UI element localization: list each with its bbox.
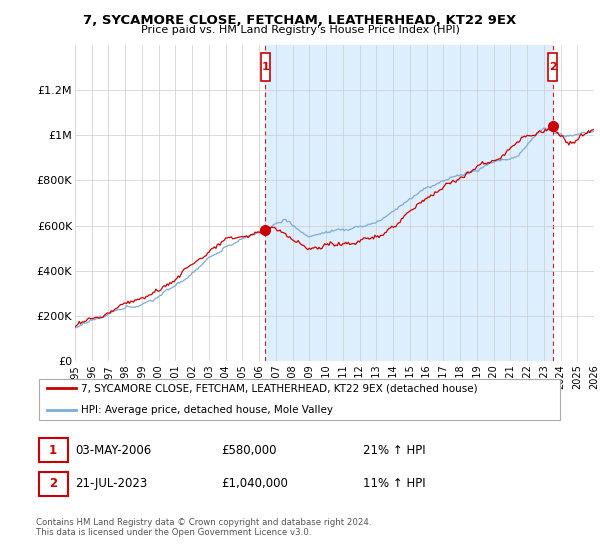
Text: 21% ↑ HPI: 21% ↑ HPI <box>364 444 426 456</box>
Text: HPI: Average price, detached house, Mole Valley: HPI: Average price, detached house, Mole… <box>81 405 333 415</box>
Text: 21-JUL-2023: 21-JUL-2023 <box>76 477 148 490</box>
Text: 2: 2 <box>549 62 557 72</box>
Text: 2: 2 <box>49 477 57 490</box>
Text: 03-MAY-2006: 03-MAY-2006 <box>76 444 152 456</box>
FancyBboxPatch shape <box>548 53 557 81</box>
Text: Contains HM Land Registry data © Crown copyright and database right 2024.
This d: Contains HM Land Registry data © Crown c… <box>36 518 371 538</box>
Text: 1: 1 <box>262 62 269 72</box>
Text: £1,040,000: £1,040,000 <box>221 477 287 490</box>
FancyBboxPatch shape <box>38 472 68 496</box>
FancyBboxPatch shape <box>261 53 270 81</box>
Text: 1: 1 <box>49 444 57 456</box>
Text: 11% ↑ HPI: 11% ↑ HPI <box>364 477 426 490</box>
Text: £580,000: £580,000 <box>221 444 276 456</box>
Text: 7, SYCAMORE CLOSE, FETCHAM, LEATHERHEAD, KT22 9EX: 7, SYCAMORE CLOSE, FETCHAM, LEATHERHEAD,… <box>83 14 517 27</box>
Text: Price paid vs. HM Land Registry's House Price Index (HPI): Price paid vs. HM Land Registry's House … <box>140 25 460 35</box>
FancyBboxPatch shape <box>38 438 68 462</box>
Text: 7, SYCAMORE CLOSE, FETCHAM, LEATHERHEAD, KT22 9EX (detached house): 7, SYCAMORE CLOSE, FETCHAM, LEATHERHEAD,… <box>81 383 478 393</box>
FancyBboxPatch shape <box>38 379 560 421</box>
Bar <box>265 45 553 361</box>
